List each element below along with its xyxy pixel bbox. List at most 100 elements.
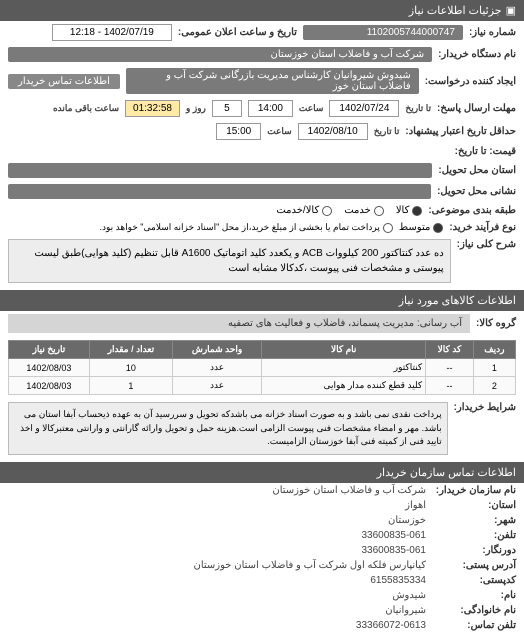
deadline-label: مهلت ارسال پاسخ:	[437, 103, 516, 114]
radio-icon	[374, 206, 384, 216]
deadline-remain: 01:32:58	[125, 100, 180, 117]
radio-icon	[383, 223, 393, 233]
contact-org-value: شرکت آب و فاضلاب استان خوزستان	[272, 485, 426, 496]
th-unit: واحد شمارش	[172, 341, 261, 359]
contact-phone-value: 33600835-061	[361, 530, 426, 541]
req-number-row: شماره نیاز: 1102005744000747 تاریخ و ساع…	[0, 21, 524, 44]
th-row: ردیف	[473, 341, 515, 359]
packaging-opt3[interactable]: کالا/خدمت	[276, 205, 332, 216]
requester-row: ایجاد کننده درخواست: شیدوش شیروانیان کار…	[0, 65, 524, 97]
contact-address-row: آدرس پستی: کیانپارس فلکه اول شرکت آب و ف…	[0, 558, 524, 573]
contact-postal-value: 6155835334	[370, 575, 426, 586]
buyer-label: نام دستگاه خریدار:	[438, 49, 516, 60]
contact-phone-label: تلفن:	[426, 530, 516, 541]
location-label: استان محل تحویل:	[438, 165, 516, 176]
radio-checked-icon	[412, 206, 422, 216]
delivery-date-label: تا تاریخ	[374, 126, 400, 137]
items-header-text: اطلاعات کالاهای مورد نیاز	[399, 294, 516, 307]
packaging-opt2[interactable]: خدمت	[344, 205, 384, 216]
contact-city-row: شهر: خوزستان	[0, 513, 524, 528]
deadline-date-label: تا تاریخ	[405, 103, 431, 114]
th-name: نام کالا	[262, 341, 426, 359]
th-date: تاریخ نیاز	[9, 341, 90, 359]
contact-lname-label: نام خانوادگی:	[426, 605, 516, 616]
proc-type-note: پرداخت تمام یا بخشی از مبلغ خرید،از محل …	[99, 222, 379, 233]
buyer-row: نام دستگاه خریدار: شرکت آب و فاضلاب استا…	[0, 44, 524, 65]
announce-label: تاریخ و ساعت اعلان عمومی:	[178, 27, 297, 38]
deadline-date: 1402/07/24	[329, 100, 399, 117]
table-row: 1 -- کنتاکتور عدد 10 1402/08/03	[9, 359, 516, 377]
contact-province-label: استان:	[426, 500, 516, 511]
delivery-time: 15:00	[216, 123, 261, 140]
terms-row: شرایط خریدار: پرداخت نقدی نمی باشد و به …	[0, 399, 524, 458]
main-container: ▣ جزئیات اطلاعات نیاز شماره نیاز: 110200…	[0, 0, 524, 633]
contact-fax-row: دورنگار: 33600835-061	[0, 543, 524, 558]
deadline-days-label: روز و	[186, 103, 206, 114]
contact-postal-row: کدپستی: 6155835334	[0, 573, 524, 588]
terms-label: شرایط خریدار:	[454, 402, 516, 413]
desc-row: شرح کلی نیاز: ده عدد کنتاکتور 200 کیلووا…	[0, 236, 524, 286]
radio-icon	[322, 206, 332, 216]
price-label: قیمت: تا تاریخ:	[455, 146, 516, 157]
desc-text: ده عدد کنتاکتور 200 کیلووات ACB و یکعدد …	[8, 239, 451, 283]
deliv-loc-value	[8, 184, 431, 199]
req-number-value: 1102005744000747	[303, 25, 463, 40]
packaging-label: طبقه بندی موضوعی:	[428, 205, 516, 216]
delivery-date: 1402/08/10	[298, 123, 368, 140]
contact-org-label: نام سازمان خریدار:	[426, 485, 516, 496]
contact-fname-row: نام: شیدوش	[0, 588, 524, 603]
packaging-row: طبقه بندی موضوعی: کالا خدمت کالا/خدمت	[0, 202, 524, 219]
terms-text: پرداخت نقدی نمی باشد و به صورت اسناد خزا…	[8, 402, 448, 455]
items-table: ردیف کد کالا نام کالا واحد شمارش تعداد /…	[8, 340, 516, 395]
contact-lname-row: نام خانوادگی: شیروانیان	[0, 603, 524, 618]
deadline-time: 14:00	[248, 100, 293, 117]
table-header-row: ردیف کد کالا نام کالا واحد شمارش تعداد /…	[9, 341, 516, 359]
contact-fax-label: دورنگار:	[426, 545, 516, 556]
contact-fname-value: شیدوش	[392, 590, 426, 601]
contact-address-value: کیانپارس فلکه اول شرکت آب و فاضلاب استان…	[193, 560, 426, 571]
contact-city-value: خوزستان	[388, 515, 426, 526]
deadline-time-label: ساعت	[299, 103, 324, 114]
contact-postal-label: کدپستی:	[426, 575, 516, 586]
delivery-label: حداقل تاریخ اعتبار پیشنهاد:	[405, 126, 516, 137]
contact-phone-row: تلفن: 33600835-061	[0, 528, 524, 543]
requester-label: ایجاد کننده درخواست:	[425, 76, 516, 87]
deadline-row: مهلت ارسال پاسخ: تا تاریخ 1402/07/24 ساع…	[0, 97, 524, 120]
category-row: گروه کالا: آب رسانی: مدیریت پسماند، فاضل…	[0, 311, 524, 336]
contact-province-value: اهواز	[405, 500, 426, 511]
contact-fname-label: نام:	[426, 590, 516, 601]
category-label: گروه کالا:	[476, 318, 516, 329]
category-value: آب رسانی: مدیریت پسماند، فاضلاب و فعالیت…	[8, 314, 470, 333]
header-icon: ▣	[506, 4, 516, 17]
deadline-remain-label: ساعت باقی مانده	[53, 103, 119, 114]
requester-value: شیدوش شیروانیان کارشناس مدیریت بازرگانی …	[126, 68, 419, 94]
buyer-value: شرکت آب و فاضلاب استان خوزستان	[8, 47, 432, 62]
proc-type-opt1[interactable]: متوسط	[399, 222, 443, 233]
header-title: جزئیات اطلاعات نیاز	[409, 4, 502, 17]
location-row: استان محل تحویل:	[0, 160, 524, 181]
proc-type-note-item: پرداخت تمام یا بخشی از مبلغ خرید،از محل …	[99, 222, 392, 233]
deliv-loc-row: نشانی محل تحویل:	[0, 181, 524, 202]
radio-checked-icon	[433, 223, 443, 233]
deliv-loc-label: نشانی محل تحویل:	[437, 186, 516, 197]
announce-value: 1402/07/19 - 12:18	[52, 24, 172, 41]
packaging-opt1[interactable]: کالا	[396, 205, 423, 216]
table-row: 2 -- کلید قطع کننده مدار هوایی عدد 1 140…	[9, 377, 516, 395]
contact-address-label: آدرس پستی:	[426, 560, 516, 571]
delivery-time-label: ساعت	[267, 126, 292, 137]
contact-cphone-label: تلفن تماس:	[426, 620, 516, 631]
contact-section: اطلاعات تماس سازمان خریدار نام سازمان خر…	[0, 462, 524, 633]
items-header: اطلاعات کالاهای مورد نیاز	[0, 290, 524, 311]
contact-city-label: شهر:	[426, 515, 516, 526]
contact-province-row: استان: اهواز	[0, 498, 524, 513]
contact-info-button[interactable]: اطلاعات تماس خریدار	[8, 74, 120, 89]
deadline-days: 5	[212, 100, 242, 117]
th-qty: تعداد / مقدار	[89, 341, 172, 359]
contact-lname-value: شیروانیان	[385, 605, 426, 616]
th-code: کد کالا	[426, 341, 474, 359]
delivery-row: حداقل تاریخ اعتبار پیشنهاد: تا تاریخ 140…	[0, 120, 524, 143]
contact-org-row: نام سازمان خریدار: شرکت آب و فاضلاب استا…	[0, 483, 524, 498]
location-value	[8, 163, 432, 178]
proc-type-label: نوع فرآیند خرید:	[449, 222, 516, 233]
req-number-label: شماره نیاز:	[469, 27, 516, 38]
